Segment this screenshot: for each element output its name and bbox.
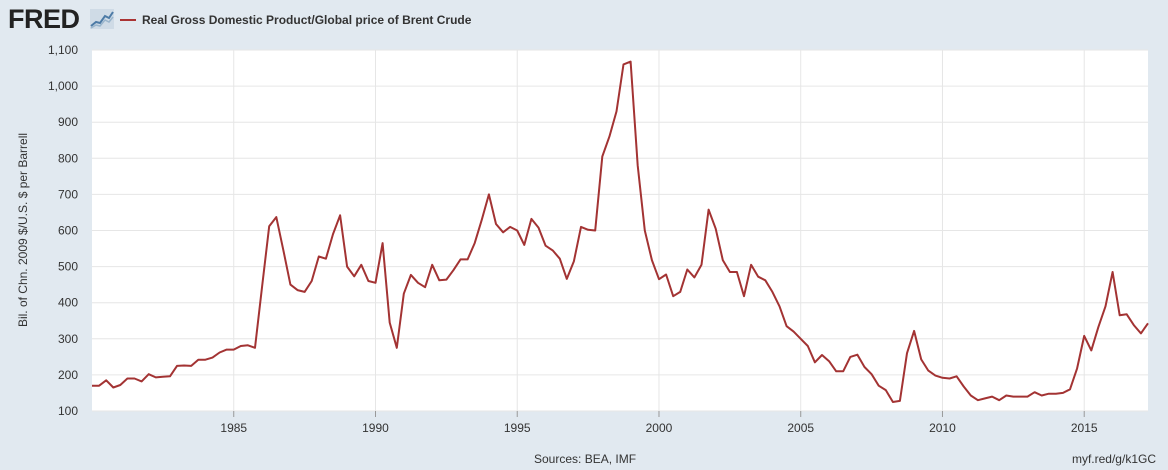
- y-tick-label: 700: [58, 187, 78, 201]
- x-tick-label: 2015: [1071, 421, 1098, 435]
- y-tick-label: 300: [58, 332, 78, 346]
- y-tick-label: 1,100: [48, 43, 78, 57]
- chart-header: FRED Real Gross Domestic Product/Global …: [0, 0, 1168, 40]
- x-tick-label: 2005: [787, 421, 814, 435]
- short-url[interactable]: myf.red/g/k1GC: [1071, 452, 1156, 466]
- y-axis-label: Bil. of Chn. 2009 $/U.S. $ per Barrell: [16, 133, 30, 327]
- x-tick-label: 1990: [362, 421, 389, 435]
- x-tick-label: 2000: [646, 421, 673, 435]
- x-tick-label: 2010: [929, 421, 956, 435]
- y-tick-label: 100: [58, 404, 78, 418]
- y-tick-label: 800: [58, 151, 78, 165]
- x-tick-label: 1995: [504, 421, 531, 435]
- y-tick-label: 900: [58, 115, 78, 129]
- series-line[interactable]: [92, 60, 1149, 403]
- y-tick-label: 500: [58, 260, 78, 274]
- legend-line-swatch: [120, 19, 136, 21]
- y-tick-label: 1,000: [48, 79, 78, 93]
- trend-chart-icon: [90, 9, 114, 29]
- y-tick-label: 600: [58, 224, 78, 238]
- y-axis-ticks: 100 200 300 400 500 600 700 800 900 1,000 1,100: [48, 43, 78, 418]
- x-tick-label: 1985: [220, 421, 247, 435]
- series-group: [92, 60, 1149, 403]
- source-note: Sources: BEA, IMF: [534, 452, 637, 466]
- legend-label: Real Gross Domestic Product/Global price…: [142, 13, 472, 27]
- y-tick-label: 200: [58, 368, 78, 382]
- fred-logo[interactable]: FRED: [8, 4, 80, 34]
- y-tick-label: 400: [58, 296, 78, 310]
- gridlines: [92, 49, 1148, 412]
- x-axis-ticks: 1985 1990 1995 2000 2005 2010 2015: [220, 411, 1098, 435]
